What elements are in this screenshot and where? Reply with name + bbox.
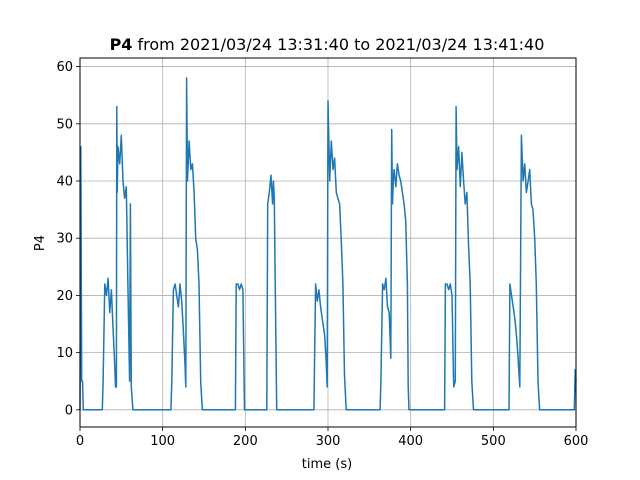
- y-tick-label: 10: [56, 346, 73, 361]
- x-axis: 0 100 200 300 400 500 600: [76, 427, 589, 449]
- x-tick-label: 100: [150, 434, 175, 449]
- y-tick-label: 30: [56, 232, 73, 247]
- x-tick-label: 600: [564, 434, 589, 449]
- y-axis-label: P4: [33, 235, 48, 251]
- x-tick-label: 500: [481, 434, 506, 449]
- series-line-group: [79, 77, 577, 411]
- y-tick-label: 20: [56, 289, 73, 304]
- x-tick-label: 400: [398, 434, 423, 449]
- chart-title-rest: from 2021/03/24 13:31:40 to 2021/03/24 1…: [132, 35, 544, 54]
- x-axis-label: time (s): [302, 457, 352, 472]
- x-tick-label: 0: [76, 434, 84, 449]
- y-axis: 0 10 20 30 40 50 60: [56, 60, 80, 418]
- y-tick-label: 60: [56, 60, 73, 75]
- chart-title-bold: P4: [110, 35, 133, 54]
- chart-title: P4 from 2021/03/24 13:31:40 to 2021/03/2…: [110, 35, 545, 54]
- y-tick-label: 0: [65, 403, 73, 418]
- y-tick-label: 40: [56, 175, 73, 190]
- series-line-1: [79, 77, 577, 411]
- x-tick-label: 200: [233, 434, 258, 449]
- y-tick-label: 50: [56, 117, 73, 132]
- x-tick-label: 300: [316, 434, 341, 449]
